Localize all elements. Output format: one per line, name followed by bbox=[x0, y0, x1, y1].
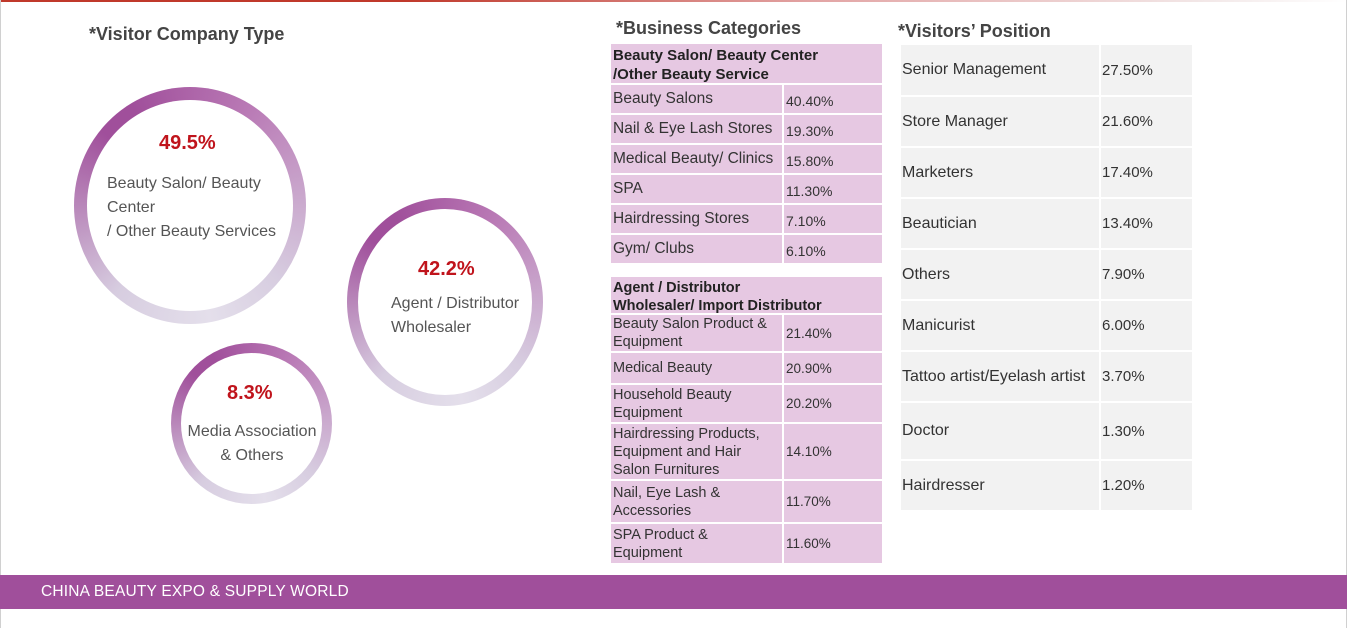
position-cell: Senior Management bbox=[901, 45, 1101, 95]
table-row: Hairdressing Stores 7.10% bbox=[611, 205, 882, 235]
category-cell: Hairdressing Stores bbox=[611, 205, 784, 233]
value-cell: 11.60% bbox=[786, 536, 831, 551]
value-cell: 27.50% bbox=[1102, 61, 1153, 79]
table-row: Store Manager 21.60% bbox=[901, 97, 1192, 148]
value-cell: 21.40% bbox=[786, 325, 832, 341]
top-accent-rule bbox=[0, 0, 1347, 2]
ring-beauty-salon-percent: 49.5% bbox=[159, 132, 216, 154]
value-cell: 6.00% bbox=[1102, 317, 1145, 334]
value-cell: 6.10% bbox=[786, 243, 826, 259]
visitors-position-title: *Visitors’ Position bbox=[898, 21, 1051, 41]
frame-border-left bbox=[0, 0, 1, 628]
table-header: Agent / Distributor Wholesaler/ Import D… bbox=[611, 277, 882, 315]
position-cell: Tattoo artist/Eyelash artist bbox=[901, 352, 1101, 401]
table-row: Hairdressing Products, Equipment and Hai… bbox=[611, 424, 882, 481]
table-row: Medical Beauty 20.90% bbox=[611, 353, 882, 385]
value-cell: 1.20% bbox=[1102, 477, 1145, 494]
value-cell: 1.30% bbox=[1102, 422, 1145, 440]
table-row: Nail & Eye Lash Stores 19.30% bbox=[611, 115, 882, 145]
visitor-company-type-title: *Visitor Company Type bbox=[89, 24, 285, 44]
ring-agent-distributor bbox=[347, 198, 543, 406]
category-cell: Nail & Eye Lash Stores bbox=[611, 115, 784, 143]
ring-media-association-percent: 8.3% bbox=[227, 382, 273, 404]
value-cell: 11.30% bbox=[786, 183, 833, 199]
value-cell: 3.70% bbox=[1102, 368, 1145, 385]
value-cell: 17.40% bbox=[1102, 164, 1153, 181]
table-row: Tattoo artist/Eyelash artist 3.70% bbox=[901, 352, 1192, 403]
business-categories-title: *Business Categories bbox=[616, 18, 802, 38]
value-cell: 7.90% bbox=[1102, 266, 1145, 283]
table-row: Beautician 13.40% bbox=[901, 199, 1192, 250]
table-row: SPA Product & Equipment 11.60% bbox=[611, 524, 882, 565]
value-cell: 19.30% bbox=[786, 123, 834, 139]
category-cell: Household Beauty Equipment bbox=[611, 385, 784, 422]
table-row: Marketers 17.40% bbox=[901, 148, 1192, 199]
category-cell: Medical Beauty/ Clinics bbox=[611, 145, 784, 173]
value-cell: 14.10% bbox=[786, 444, 832, 459]
table-row: Doctor 1.30% bbox=[901, 403, 1192, 461]
value-cell: 20.90% bbox=[786, 360, 832, 376]
ring-agent-distributor-label: Agent / Distributor Wholesaler bbox=[391, 295, 520, 336]
position-cell: Store Manager bbox=[901, 97, 1101, 146]
category-cell: SPA Product & Equipment bbox=[611, 524, 784, 563]
position-cell: Marketers bbox=[901, 148, 1101, 197]
value-cell: 13.40% bbox=[1102, 215, 1153, 232]
table-row: Nail, Eye Lash & Accessories 11.70% bbox=[611, 481, 882, 524]
category-cell: Hairdressing Products, Equipment and Hai… bbox=[611, 424, 784, 479]
ring-agent-distributor-percent: 42.2% bbox=[418, 258, 475, 280]
table-row: Household Beauty Equipment 20.20% bbox=[611, 385, 882, 424]
value-cell: 11.70% bbox=[786, 494, 831, 509]
business-categories-table-salon: Beauty Salon/ Beauty Center /Other Beaut… bbox=[611, 44, 882, 265]
value-cell: 21.60% bbox=[1102, 113, 1153, 130]
ring-media-association-label: Media Association & Others bbox=[187, 423, 317, 464]
value-cell: 20.20% bbox=[786, 396, 832, 411]
table-row: Manicurist 6.00% bbox=[901, 301, 1192, 352]
table-row: Others 7.90% bbox=[901, 250, 1192, 301]
ring-beauty-salon bbox=[74, 87, 306, 324]
category-cell: Beauty Salon Product & Equipment bbox=[611, 315, 784, 351]
category-cell: Nail, Eye Lash & Accessories bbox=[611, 481, 784, 522]
table-row: Beauty Salon Product & Equipment 21.40% bbox=[611, 315, 882, 353]
position-cell: Manicurist bbox=[901, 301, 1101, 350]
table-row: Medical Beauty/ Clinics 15.80% bbox=[611, 145, 882, 175]
ring-media-association bbox=[171, 343, 332, 504]
footer-band bbox=[0, 575, 1347, 609]
table-row: SPA 11.30% bbox=[611, 175, 882, 205]
business-categories-table-agent: Agent / Distributor Wholesaler/ Import D… bbox=[611, 277, 882, 565]
value-cell: 7.10% bbox=[786, 213, 826, 229]
table-row: Hairdresser 1.20% bbox=[901, 461, 1192, 512]
category-cell: SPA bbox=[611, 175, 784, 203]
table-row: Gym/ Clubs 6.10% bbox=[611, 235, 882, 265]
position-cell: Hairdresser bbox=[901, 461, 1101, 510]
position-cell: Doctor bbox=[901, 403, 1101, 459]
table-row: Senior Management 27.50% bbox=[901, 45, 1192, 97]
value-cell: 15.80% bbox=[786, 153, 834, 169]
category-cell: Gym/ Clubs bbox=[611, 235, 784, 263]
category-cell: Beauty Salons bbox=[611, 85, 784, 113]
footer-text: CHINA BEAUTY EXPO & SUPPLY WORLD bbox=[41, 583, 349, 600]
visitors-position-table: Senior Management 27.50% Store Manager 2… bbox=[901, 45, 1192, 512]
ring-beauty-salon-label: Beauty Salon/ Beauty Center / Other Beau… bbox=[107, 175, 276, 240]
table-header: Beauty Salon/ Beauty Center /Other Beaut… bbox=[611, 44, 882, 85]
position-cell: Others bbox=[901, 250, 1101, 299]
category-cell: Medical Beauty bbox=[611, 353, 784, 383]
position-cell: Beautician bbox=[901, 199, 1101, 248]
table-row: Beauty Salons 40.40% bbox=[611, 85, 882, 115]
value-cell: 40.40% bbox=[786, 93, 834, 109]
